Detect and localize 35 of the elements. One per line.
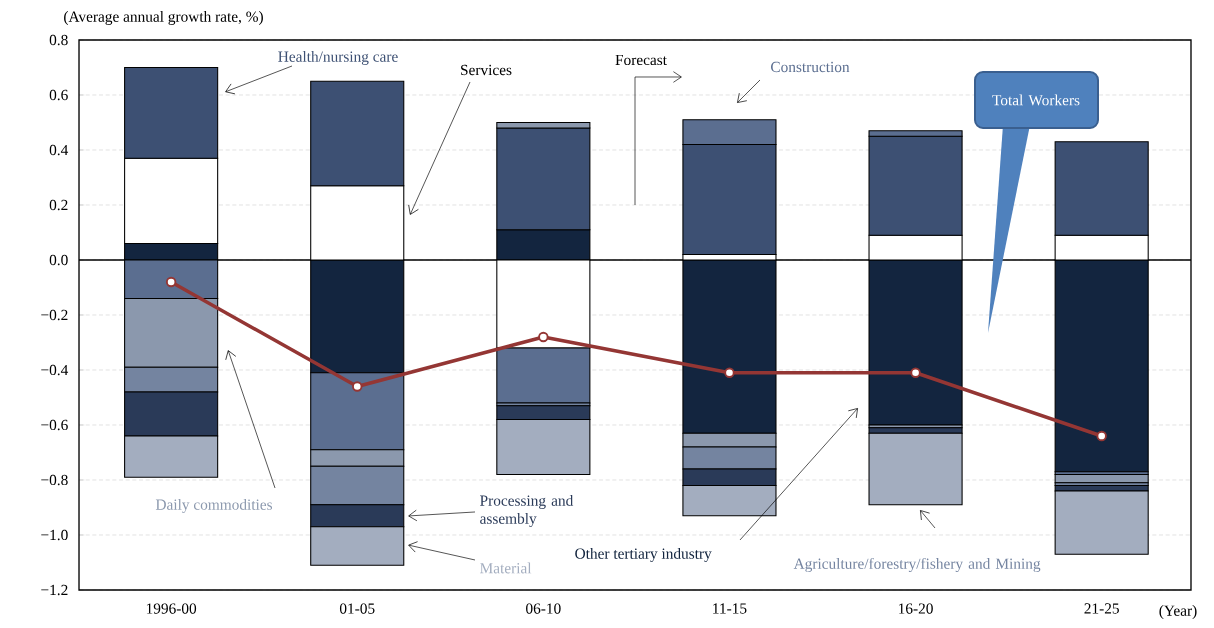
y-tick-label: 0.0: [49, 254, 68, 266]
x-tick-label: 1996-00: [146, 603, 197, 614]
point: [724, 367, 735, 378]
x-tick-label: 06-10: [526, 603, 561, 614]
point: [538, 331, 549, 343]
y-tick-label: −1.0: [41, 529, 68, 541]
y-tick-label: 0.2: [49, 199, 68, 211]
text: Total Workers: [992, 94, 1080, 106]
text: Construction: [771, 61, 850, 73]
y-tick-label: 0.4: [49, 144, 69, 156]
legend-label: Processing and assembly: [480, 495, 574, 527]
text: Agriculture/forestry/fishery and Mining: [793, 557, 1041, 573]
point: [352, 381, 363, 392]
y-tick-label: 0.8: [49, 34, 68, 46]
x-tick-label: 01-05: [339, 603, 375, 614]
annotation: Forecast: [615, 54, 667, 66]
point: [165, 276, 177, 288]
x-tick-label: 21-25: [1084, 603, 1119, 614]
text: Other tertiary industry: [575, 548, 712, 562]
x-axis-title: (Year): [1159, 605, 1197, 619]
y-tick-label: −0.4: [41, 364, 69, 376]
y-tick-label: −1.2: [41, 584, 68, 596]
y-tick-label: −0.8: [41, 474, 68, 486]
y-axis-title: (Average annual growth rate, %): [64, 11, 263, 25]
point: [1096, 430, 1107, 442]
series-label: Health/nursing care: [278, 51, 398, 65]
y-tick-label: −0.6: [41, 419, 68, 431]
y-tick-label: 0.6: [49, 89, 68, 101]
y-tick-label: −0.2: [41, 309, 68, 321]
x-tick-label: 16-20: [899, 603, 933, 614]
text: Services: [461, 64, 512, 76]
text: Material: [480, 562, 532, 574]
point: [910, 367, 921, 378]
text: Daily commodities: [155, 499, 273, 513]
x-tick-label: 11-15: [713, 603, 747, 614]
